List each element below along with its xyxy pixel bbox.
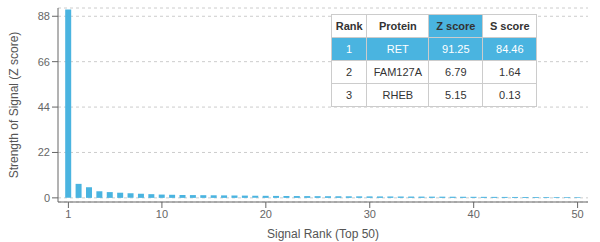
- html-text:Rank: Rank: [335, 19, 363, 32]
- svg-text:66: 66: [38, 56, 50, 68]
- svg-text:Signal Rank (Top 50): Signal Rank (Top 50): [267, 227, 379, 241]
- svg-text:1: 1: [65, 208, 71, 220]
- html-text:91.25: 91.25: [442, 42, 470, 55]
- html-text:1: 1: [346, 42, 353, 55]
- svg-text:20: 20: [260, 208, 272, 220]
- svg-text:88: 88: [38, 10, 50, 22]
- svg-text:30: 30: [364, 208, 376, 220]
- html-text:Protein: Protein: [378, 19, 417, 32]
- html-text:0.13: 0.13: [499, 88, 521, 101]
- html-text:FAM127A: FAM127A: [373, 65, 422, 78]
- html-text:1.64: 1.64: [499, 65, 521, 78]
- svg-text:Strength of Signal (Z score): Strength of Signal (Z score): [8, 32, 21, 179]
- html-text:84.46: 84.46: [496, 42, 524, 55]
- html-text:RET: RET: [386, 42, 409, 55]
- html-text:Z score: Z score: [436, 19, 476, 32]
- html-text:6.79: 6.79: [445, 65, 467, 78]
- svg-text:0: 0: [44, 192, 50, 204]
- html-text:RHEB: RHEB: [382, 88, 414, 101]
- svg-text:10: 10: [156, 208, 168, 220]
- svg-text:22: 22: [38, 146, 50, 158]
- html-text:S score: S score: [489, 19, 530, 32]
- html-text:5.15: 5.15: [445, 88, 467, 101]
- svg-text:50: 50: [571, 208, 583, 220]
- html-text:2: 2: [346, 65, 353, 78]
- svg-text:40: 40: [468, 208, 480, 220]
- html-text:3: 3: [346, 88, 353, 101]
- svg-text:44: 44: [38, 101, 50, 113]
